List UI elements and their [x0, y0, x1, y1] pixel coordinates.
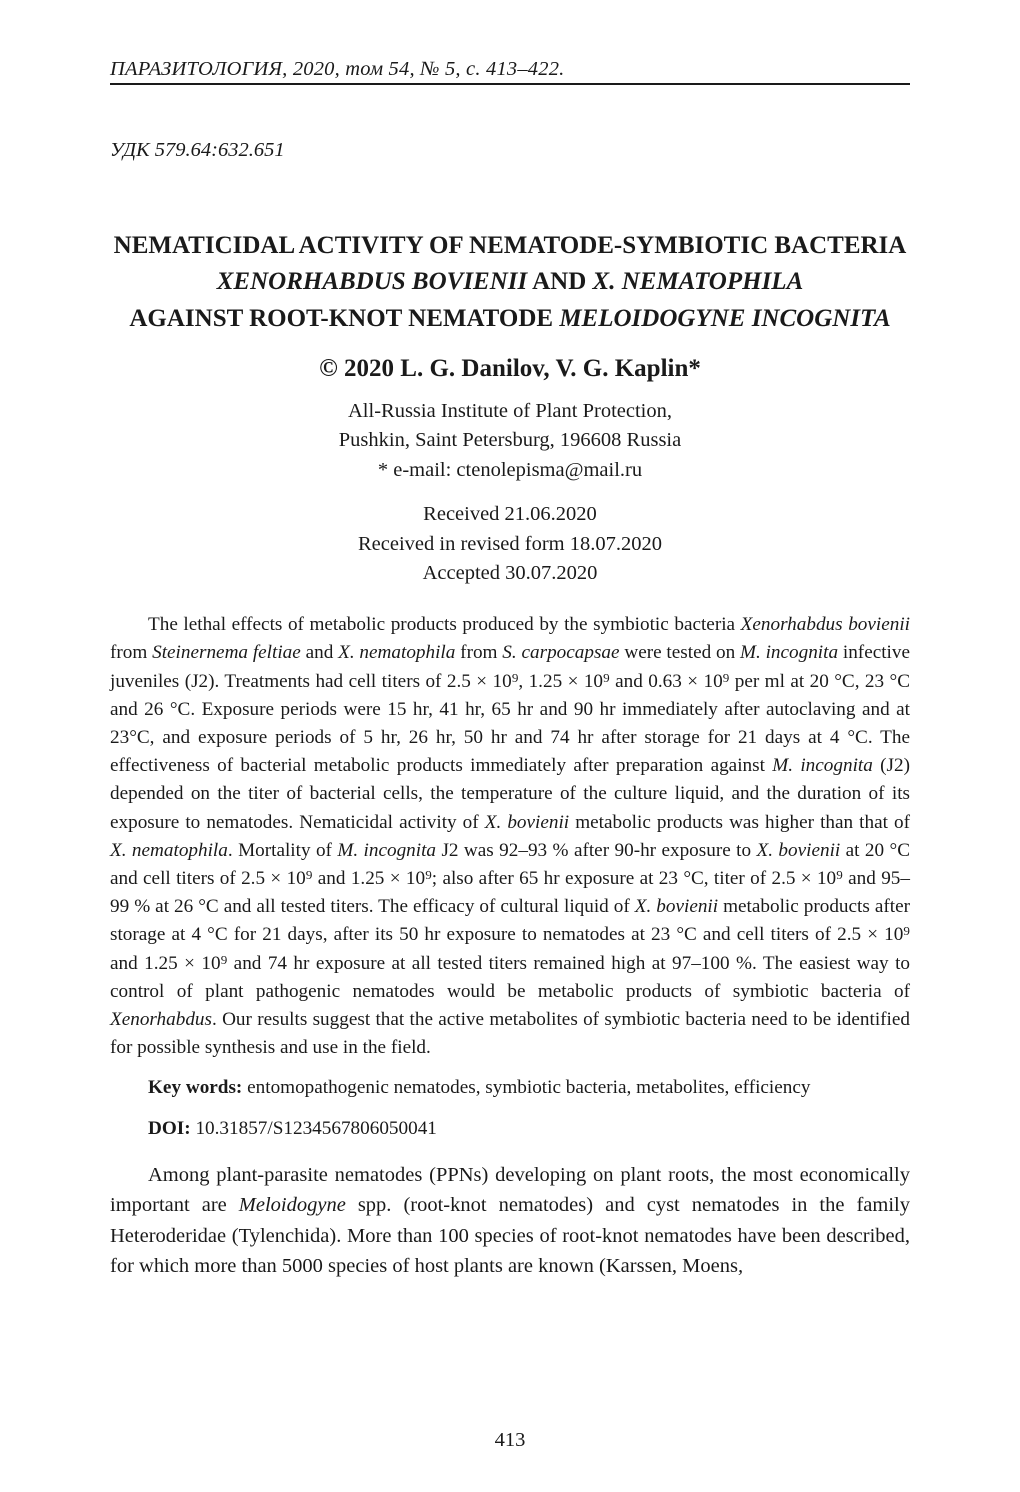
body-text: Among plant-parasite nematodes (PPNs) de…	[110, 1164, 910, 1276]
affiliation-line-2: Pushkin, Saint Petersburg, 196608 Russia	[110, 426, 910, 456]
abstract-text: The lethal effects of metabolic products…	[110, 614, 910, 1058]
title-line-3-pre: AGAINST ROOT-KNOT NEMATODE	[129, 305, 559, 332]
doi-value: 10.31857/S1234567806050041	[191, 1118, 437, 1139]
article-title: NEMATICIDAL ACTIVITY OF NEMATODE-SYMBIOT…	[110, 228, 910, 337]
page-number: 413	[0, 1429, 1020, 1452]
doi-line: DOI: 10.31857/S1234567806050041	[110, 1118, 910, 1140]
title-genus-3: MELOIDOGYNE INCOGNITA	[559, 305, 890, 332]
title-line-2: XENORHABDUS BOVIENII AND X. NEMATOPHILA	[110, 264, 910, 300]
title-line-1: NEMATICIDAL ACTIVITY OF NEMATODE-SYMBIOT…	[110, 228, 910, 264]
running-head: ПАРАЗИТОЛОГИЯ, 2020, том 54, № 5, с. 413…	[110, 58, 910, 85]
title-genus-2: X. NEMATOPHILA	[593, 268, 804, 295]
date-revised: Received in revised form 18.07.2020	[110, 530, 910, 560]
dates-block: Received 21.06.2020 Received in revised …	[110, 500, 910, 589]
affiliation-line-1: All-Russia Institute of Plant Protection…	[110, 397, 910, 427]
title-line-3: AGAINST ROOT-KNOT NEMATODE MELOIDOGYNE I…	[110, 301, 910, 337]
keywords-label: Key words:	[148, 1077, 242, 1098]
keywords-text: entomopathogenic nematodes, symbiotic ba…	[242, 1077, 810, 1098]
affiliation-block: All-Russia Institute of Plant Protection…	[110, 397, 910, 486]
abstract-paragraph: The lethal effects of metabolic products…	[110, 611, 910, 1063]
body-paragraph-1: Among plant-parasite nematodes (PPNs) de…	[110, 1160, 910, 1281]
authors-line: © 2020 L. G. Danilov, V. G. Kaplin*	[110, 355, 910, 383]
udc-code: УДК 579.64:632.651	[110, 139, 910, 162]
title-and: AND	[527, 268, 592, 295]
keywords-line: Key words: entomopathogenic nematodes, s…	[110, 1077, 910, 1099]
doi-label: DOI:	[148, 1118, 191, 1139]
title-genus-1: XENORHABDUS BOVIENII	[217, 268, 528, 295]
date-accepted: Accepted 30.07.2020	[110, 559, 910, 589]
corresponding-email: * e-mail: ctenolepisma@mail.ru	[110, 456, 910, 486]
date-received: Received 21.06.2020	[110, 500, 910, 530]
